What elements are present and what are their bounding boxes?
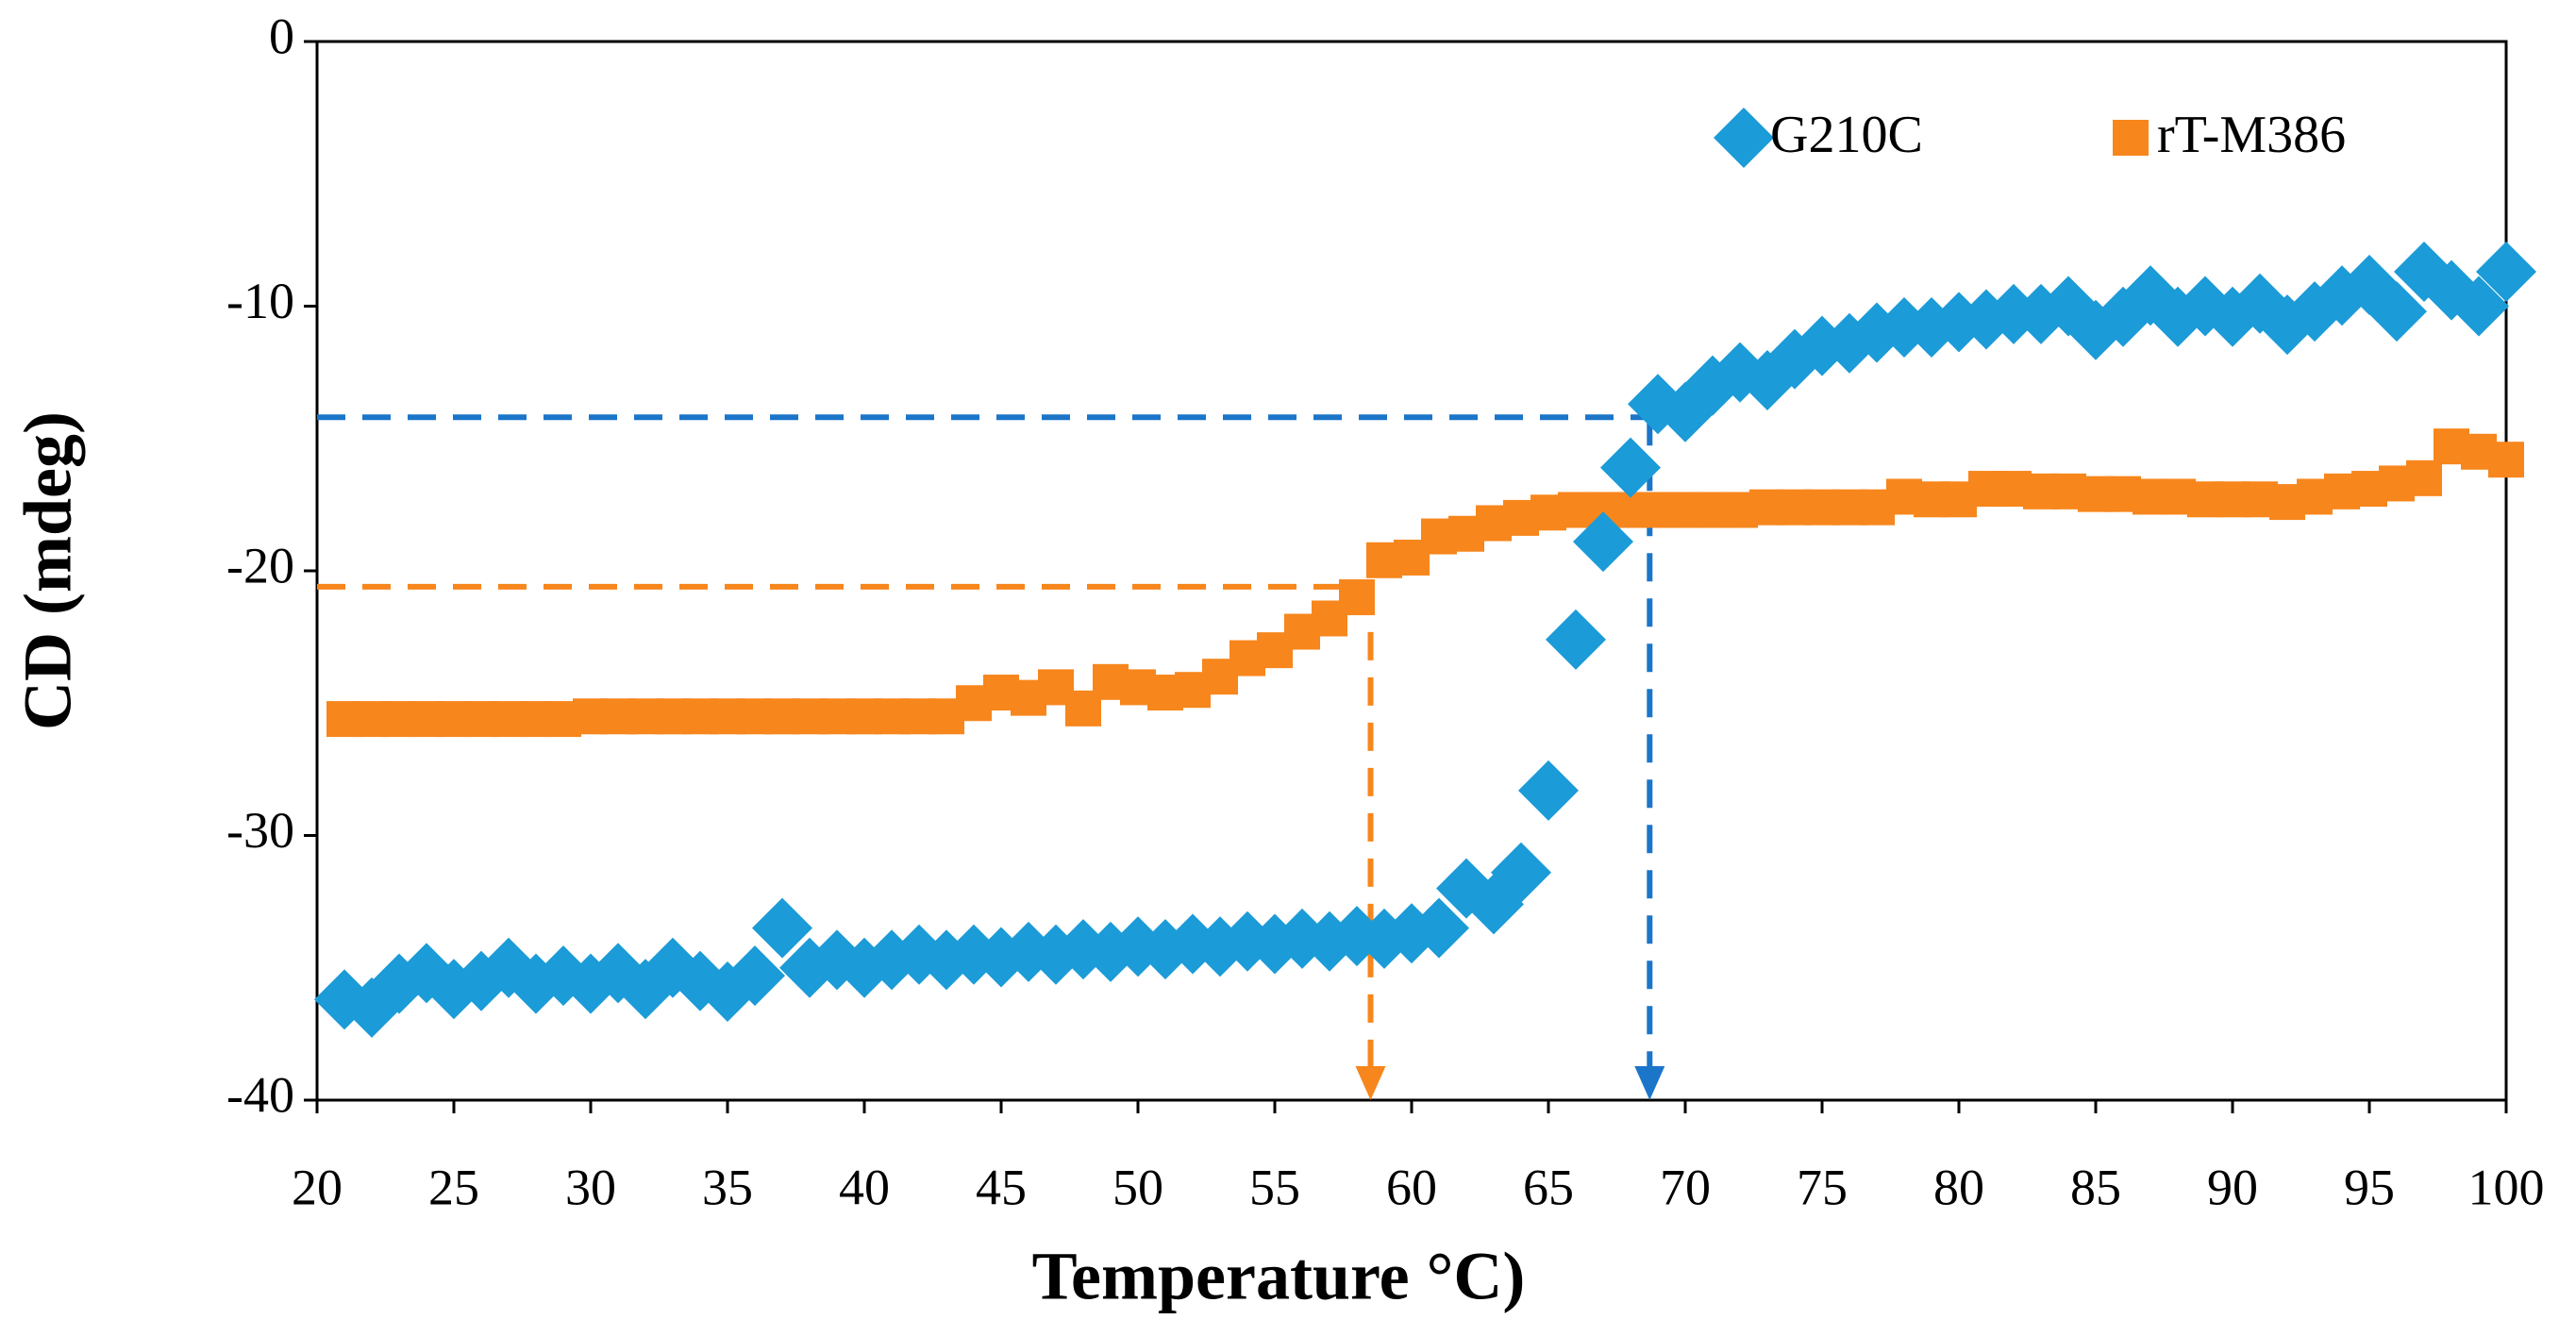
x-tick-label: 65 (1523, 1159, 1574, 1215)
x-axis-title: Temperature °C) (1032, 1239, 1526, 1314)
x-tick-label: 35 (702, 1159, 753, 1215)
y-tick-label: 0 (269, 8, 294, 64)
x-tick-label: 55 (1249, 1159, 1300, 1215)
point (424, 959, 484, 1020)
x-tick-label: 70 (1660, 1159, 1711, 1215)
point (2449, 276, 2509, 337)
y-tick-label: -40 (226, 1066, 294, 1123)
x-tick-label: 30 (565, 1159, 616, 1215)
x-tick-label: 40 (839, 1159, 890, 1215)
legend-marker (2113, 120, 2149, 156)
point (2367, 281, 2427, 342)
legend-marker (1714, 108, 1774, 168)
y-tick-label: -20 (226, 537, 294, 593)
point (752, 897, 812, 959)
point (1518, 760, 1579, 821)
point (1546, 609, 1606, 670)
point (2488, 442, 2524, 478)
y-axis-title: CD (mdeg) (10, 411, 86, 730)
point (2476, 242, 2536, 303)
x-tick-label: 20 (292, 1159, 343, 1215)
point (506, 953, 566, 1014)
point (615, 959, 676, 1020)
point (1409, 897, 1469, 959)
x-tick-label: 75 (1797, 1159, 1848, 1215)
point (560, 953, 621, 1014)
point (1339, 579, 1375, 616)
x-tick-label: 50 (1112, 1159, 1163, 1215)
x-tick-label: 60 (1386, 1159, 1437, 1215)
point (369, 953, 429, 1014)
legend-label: G210C (1770, 106, 1923, 164)
y-tick-label: -30 (226, 802, 294, 859)
x-tick-label: 100 (2468, 1159, 2545, 1215)
point (725, 945, 785, 1007)
y-tick-label: -10 (226, 273, 294, 329)
point (1573, 511, 1633, 573)
point (1600, 437, 1661, 498)
x-tick-label: 90 (2207, 1159, 2258, 1215)
legend-label: rT-M386 (2157, 106, 2346, 164)
x-tick-label: 45 (976, 1159, 1027, 1215)
point (1491, 842, 1551, 903)
x-tick-label: 85 (2070, 1159, 2121, 1215)
x-tick-label: 95 (2344, 1159, 2395, 1215)
point (2406, 459, 2442, 496)
guide-arrow (1634, 1066, 1665, 1100)
x-tick-label: 25 (428, 1159, 479, 1215)
guide-arrow (1355, 1066, 1386, 1100)
x-tick-label: 80 (1933, 1159, 1984, 1215)
